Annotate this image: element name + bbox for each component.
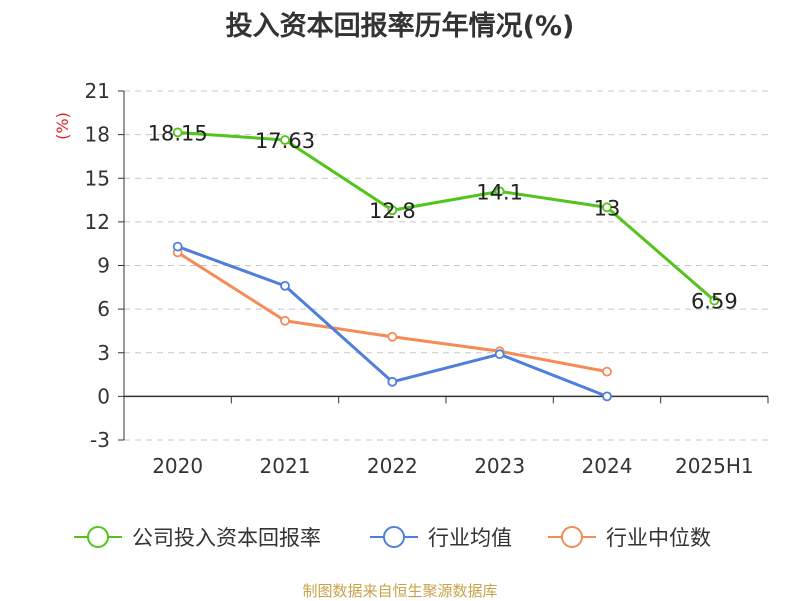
x-tick-label: 2025H1	[675, 454, 754, 478]
legend-marker-industry-median	[548, 521, 596, 553]
source-note: 制图数据来自恒生聚源数据库	[302, 582, 498, 600]
chart-title: 投入资本回报率历年情况(%)	[225, 11, 575, 42]
legend-label-industry-mean: 行业均值	[428, 526, 512, 550]
data-label: 6.59	[691, 290, 738, 314]
y-tick-label: 3	[97, 341, 110, 365]
data-label: 13	[594, 196, 621, 220]
data-point	[280, 135, 290, 145]
data-point	[172, 127, 183, 138]
series-lines	[172, 127, 720, 402]
series-line-1	[177, 245, 608, 398]
legend-item-company[interactable]: 公司投入资本回报率	[74, 521, 321, 553]
legend-marker-company	[74, 521, 122, 553]
y-tick-label: -3	[90, 428, 110, 452]
y-tick-label: 18	[85, 123, 110, 147]
legend-item-industry-median[interactable]: 行业中位数	[548, 521, 711, 553]
y-tick-label: 21	[85, 79, 110, 103]
y-tick-label: 9	[97, 254, 110, 278]
data-point	[387, 376, 398, 387]
y-tick-label: 12	[85, 210, 110, 234]
data-point	[387, 331, 398, 342]
data-label: 17.63	[255, 129, 315, 153]
gridlines	[124, 90, 768, 441]
data-point	[280, 280, 290, 291]
data-labels: 18.15 17.63 12.8 14.1 13 6.59	[148, 121, 738, 313]
x-tick-label: 2024	[582, 454, 633, 478]
data-point	[387, 205, 398, 216]
x-tick-label: 2021	[260, 454, 311, 478]
y-tick-label: 0	[97, 384, 110, 408]
data-label: 12.8	[369, 199, 416, 223]
data-point	[172, 241, 183, 252]
y-axis-label: (%)	[53, 112, 72, 140]
y-tick-label: 6	[97, 297, 110, 321]
data-point	[602, 202, 612, 213]
x-tick-label: 2023	[474, 454, 525, 478]
data-point	[280, 315, 290, 326]
data-point	[602, 391, 612, 402]
data-point	[494, 349, 505, 360]
legend-label-company: 公司投入资本回报率	[132, 526, 321, 550]
data-point	[602, 366, 612, 377]
data-label: 14.1	[476, 180, 523, 204]
data-point	[709, 295, 720, 306]
data-label: 18.15	[148, 121, 208, 145]
legend-label-industry-median: 行业中位数	[606, 526, 711, 550]
x-tick-label: 2022	[367, 454, 418, 478]
legend-item-industry-mean[interactable]: 行业均值	[370, 521, 512, 553]
legend-marker-industry-mean	[370, 521, 418, 553]
y-tick-label: 15	[85, 166, 110, 190]
series-line-0	[177, 130, 716, 302]
x-tick-label: 2020	[152, 454, 203, 478]
legend: 公司投入资本回报率 行业均值 行业中位数	[0, 521, 800, 553]
data-point	[494, 186, 505, 197]
axes: -3 0 3 6 9 12 15 18 21 2020 2021 2022 2023 2024 2025H1…	[53, 79, 769, 478]
